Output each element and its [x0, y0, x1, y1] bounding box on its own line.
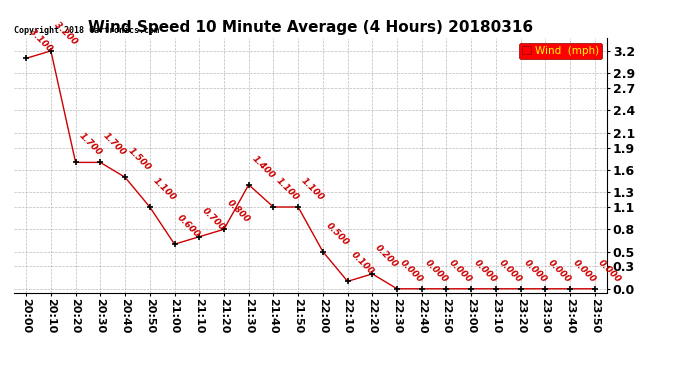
Text: 1.700: 1.700 [77, 132, 104, 158]
Text: 0.000: 0.000 [398, 258, 425, 284]
Text: 1.500: 1.500 [126, 146, 152, 173]
Text: 0.000: 0.000 [571, 258, 598, 284]
Text: 0.000: 0.000 [546, 258, 573, 284]
Text: 1.700: 1.700 [101, 132, 128, 158]
Text: 0.000: 0.000 [497, 258, 524, 284]
Text: 0.000: 0.000 [596, 258, 622, 284]
Title: Wind Speed 10 Minute Average (4 Hours) 20180316: Wind Speed 10 Minute Average (4 Hours) 2… [88, 20, 533, 35]
Text: 0.100: 0.100 [349, 251, 375, 277]
Text: 1.100: 1.100 [151, 176, 177, 203]
Text: 3.200: 3.200 [52, 20, 79, 46]
Text: 0.000: 0.000 [448, 258, 474, 284]
Text: 0.000: 0.000 [522, 258, 549, 284]
Text: 0.000: 0.000 [473, 258, 499, 284]
Text: Copyright 2018 Cartronics.com: Copyright 2018 Cartronics.com [14, 26, 159, 35]
Text: 0.600: 0.600 [176, 213, 202, 240]
Text: 0.700: 0.700 [201, 206, 227, 232]
Text: 0.000: 0.000 [423, 258, 449, 284]
Text: 1.400: 1.400 [250, 154, 277, 180]
Text: 0.800: 0.800 [225, 198, 252, 225]
Text: 3.100: 3.100 [28, 27, 54, 54]
Text: 0.500: 0.500 [324, 221, 351, 247]
Text: 1.100: 1.100 [275, 176, 301, 203]
Text: 0.200: 0.200 [373, 243, 400, 270]
Text: 1.100: 1.100 [299, 176, 326, 203]
Legend: Wind  (mph): Wind (mph) [519, 43, 602, 59]
